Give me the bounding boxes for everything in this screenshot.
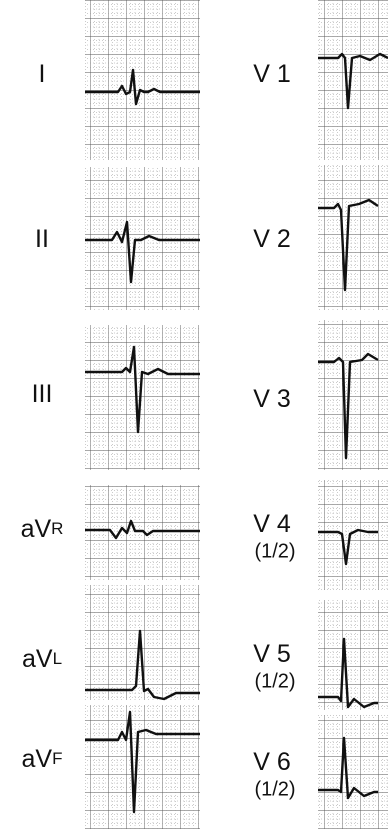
lead-name: aV	[22, 745, 53, 773]
grid-strip	[85, 705, 200, 829]
lead-label: V 6	[253, 748, 291, 776]
grid-strip	[85, 485, 200, 580]
lead-label: aVF	[22, 745, 63, 773]
grid-strip	[318, 320, 388, 470]
lead-label: V 3	[253, 385, 291, 413]
lead-name: V 3	[253, 385, 291, 413]
lead-suffix: F	[52, 749, 62, 768]
lead-name: I	[39, 60, 46, 88]
lead-label: aVL	[22, 645, 62, 673]
grid-strip	[318, 480, 388, 590]
lead-label: II	[35, 225, 49, 253]
lead-suffix: L	[53, 649, 62, 668]
lead-label: V 4	[253, 510, 291, 538]
strips-right	[318, 0, 388, 829]
lead-label: V 2	[253, 225, 291, 253]
lead-label: V 1	[253, 60, 291, 88]
lead-name: V 4	[253, 510, 291, 538]
grid-strip	[318, 600, 388, 710]
lead-name: aV	[21, 515, 52, 543]
lead-label: V 5	[253, 640, 291, 668]
strips-left	[85, 0, 200, 829]
lead-name: V 1	[253, 60, 291, 88]
lead-label: III	[32, 380, 53, 408]
lead-note: (1/2)	[254, 540, 295, 562]
ecg-figure: I II III aVR aVL aVF V 1 V 2 V 3 V 4 (1/…	[0, 0, 388, 829]
lead-note: (1/2)	[254, 778, 295, 800]
lead-name: III	[32, 380, 53, 408]
lead-note: (1/2)	[254, 670, 295, 692]
lead-label: I	[39, 60, 46, 88]
grid-strip	[85, 0, 200, 160]
lead-name: V 6	[253, 748, 291, 776]
lead-suffix: R	[51, 519, 63, 538]
lead-name: V 5	[253, 640, 291, 668]
grid-strip	[85, 325, 200, 470]
grid-strip	[318, 715, 388, 829]
lead-name: V 2	[253, 225, 291, 253]
grid-strip	[318, 165, 388, 310]
lead-name: II	[35, 225, 49, 253]
grid-strip	[318, 0, 388, 160]
lead-label: aVR	[21, 515, 64, 543]
lead-name: aV	[22, 645, 53, 673]
